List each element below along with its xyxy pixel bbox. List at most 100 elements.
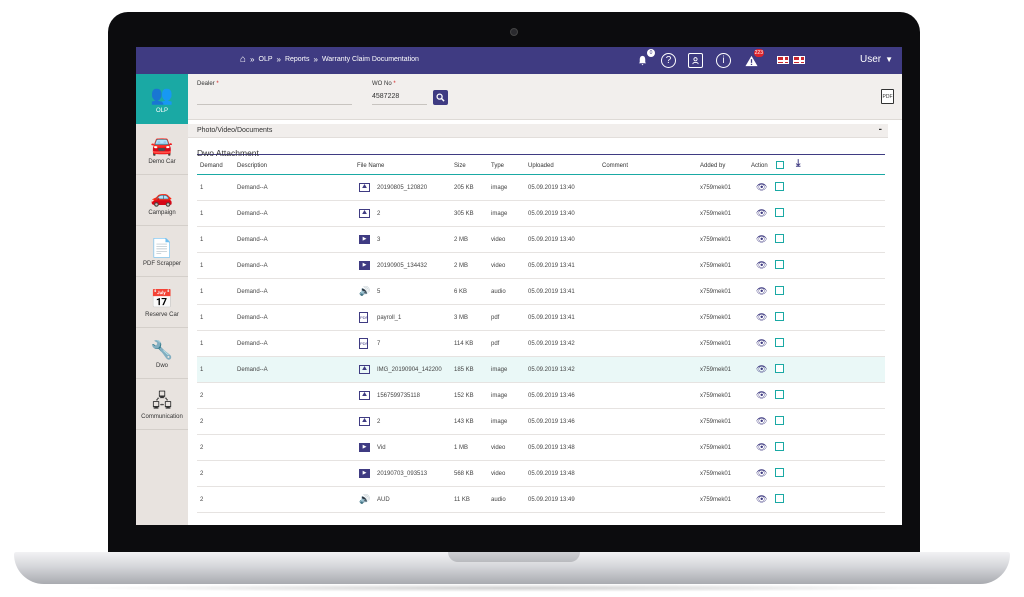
pdf-icon: 📄 [150, 237, 174, 258]
sidebar-item-demo-car[interactable]: 🚘 Demo Car [136, 125, 188, 175]
info-icon[interactable]: i [716, 53, 731, 68]
cell-file-name: 2 [377, 419, 381, 425]
cell-type: image [491, 185, 508, 191]
col-comment[interactable]: Comment [602, 163, 629, 169]
col-description[interactable]: Description [237, 163, 268, 169]
col-uploaded[interactable]: Uploaded [528, 163, 554, 169]
view-eye-icon[interactable]: 👁 [756, 416, 768, 426]
view-eye-icon[interactable]: 👁 [756, 338, 768, 348]
view-eye-icon[interactable]: 👁 [756, 364, 768, 374]
help-icon[interactable]: ? [661, 53, 676, 68]
download-icon[interactable]: ⤓ [796, 158, 801, 169]
view-eye-icon[interactable]: 👁 [756, 234, 768, 244]
table-row[interactable]: 2 AUD 11 KB audio 05.09.2019 13:49 x759mek01 🔊… [197, 487, 885, 513]
cell-description: Demand--A [237, 263, 268, 269]
table-row[interactable]: 2 1567599735118 152 KB image 05.09.2019 13:4… [197, 383, 885, 409]
sidebar-item-dwo[interactable]: 🔧 Dwo [136, 329, 188, 379]
collapse-icon[interactable]: - [878, 124, 882, 135]
cell-description: Demand--A [237, 289, 268, 295]
view-eye-icon[interactable]: 👁 [756, 468, 768, 478]
cell-uploaded: 05.09.2019 13:42 [528, 341, 575, 347]
cell-file-name: AUD [377, 497, 390, 503]
sidebar-item-pdf-scrapper[interactable]: 📄 PDF Scrapper [136, 227, 188, 277]
sidebar-item-olp[interactable]: 👥 OLP [136, 74, 188, 124]
row-checkbox[interactable] [775, 234, 784, 243]
photo-video-documents-section[interactable]: Photo/Video/Documents - [188, 124, 888, 138]
cell-size: 11 KB [454, 497, 470, 503]
breadcrumb-separator: » [313, 55, 318, 64]
laptop-shadow [60, 584, 964, 592]
sidebar-item-label: Demo Car [148, 158, 176, 165]
contact-card-icon[interactable] [688, 53, 703, 68]
cell-uploaded: 05.09.2019 13:41 [528, 315, 575, 321]
row-checkbox[interactable] [775, 442, 784, 451]
table-row[interactable]: 2 2 143 KB image 05.09.2019 13:46 x759mek01 ⛰ 👁 [197, 409, 885, 435]
cell-size: 2 MB [454, 263, 469, 269]
table-row[interactable]: 2 Vid 1 MB video 05.09.2019 13:48 x759mek01 ▶ 👁 [197, 435, 885, 461]
cell-size: 205 KB [454, 185, 474, 191]
select-all-checkbox[interactable] [776, 161, 784, 169]
breadcrumb-item-olp[interactable]: OLP [258, 56, 273, 63]
chevron-down-icon: ▼ [885, 55, 894, 64]
row-checkbox[interactable] [775, 416, 784, 425]
row-checkbox[interactable] [775, 312, 784, 321]
cell-demand: 2 [200, 419, 204, 425]
breadcrumb-item-reports[interactable]: Reports [284, 56, 310, 63]
table-row[interactable]: 1 Demand--A 2 305 KB image 05.09.2019 13:40 x7… [197, 201, 885, 227]
sidebar-item-communication[interactable]: 🖧 Communication [136, 380, 188, 430]
sidebar-item-reserve-car[interactable]: 📅 Reserve Car [136, 278, 188, 328]
notification-bell-icon[interactable]: 0 [635, 49, 655, 68]
view-eye-icon[interactable]: 👁 [756, 182, 768, 192]
view-eye-icon[interactable]: 👁 [756, 442, 768, 452]
table-row[interactable]: 1 Demand--A 5 6 KB audio 05.09.2019 13:41 x759… [197, 279, 885, 305]
section-title: Photo/Video/Documents [197, 127, 273, 134]
row-checkbox[interactable] [775, 260, 784, 269]
col-type[interactable]: Type [491, 163, 505, 169]
cell-file-name: IMG_20190904_142200 [377, 367, 442, 373]
row-checkbox[interactable] [775, 364, 784, 373]
view-eye-icon[interactable]: 👁 [756, 260, 768, 270]
dealer-field[interactable] [197, 91, 352, 105]
cell-demand: 2 [200, 471, 204, 477]
cell-added-by: x759mek01 [700, 289, 732, 295]
language-flag-icon[interactable] [777, 56, 789, 64]
language-flag-icon-secondary[interactable] [793, 56, 805, 64]
view-eye-icon[interactable]: 👁 [756, 208, 768, 218]
view-eye-icon[interactable]: 👁 [756, 390, 768, 400]
view-eye-icon[interactable]: 👁 [756, 494, 768, 504]
user-menu[interactable]: User ▼ [860, 54, 893, 65]
table-row[interactable]: 1 Demand--A IMG_20190904_142200 185 KB image… [197, 357, 885, 383]
col-size[interactable]: Size [454, 163, 466, 169]
row-checkbox[interactable] [775, 494, 784, 503]
wo-number-label: WO No * [372, 81, 396, 87]
cell-demand: 1 [200, 185, 204, 191]
cell-demand: 1 [200, 315, 204, 321]
table-row[interactable]: 1 Demand--A 3 2 MB video 05.09.2019 13:40 x759… [197, 227, 885, 253]
home-icon[interactable]: ⌂ [240, 53, 247, 65]
table-row[interactable]: 1 Demand--A 7 114 KB pdf 05.09.2019 13:42 x759… [197, 331, 885, 357]
col-added-by[interactable]: Added by [700, 163, 726, 169]
table-row[interactable]: 1 Demand--A payroll_1 3 MB pdf 05.09.2019 13:… [197, 305, 885, 331]
table-row[interactable]: 2 20190703_093513 568 KB video 05.09.2019 13… [197, 461, 885, 487]
cell-size: 185 KB [454, 367, 474, 373]
table-row[interactable]: 1 Demand--A 20190805_120820 205 KB image 05.0… [197, 175, 885, 201]
pdf-export-icon[interactable]: PDF [881, 89, 894, 104]
table-row[interactable]: 1 Demand--A 20190905_134432 2 MB video 05.09.… [197, 253, 885, 279]
cell-uploaded: 05.09.2019 13:48 [528, 471, 575, 477]
view-eye-icon[interactable]: 👁 [756, 286, 768, 296]
view-eye-icon[interactable]: 👁 [756, 312, 768, 322]
image-file-icon: ⛰ [359, 209, 370, 218]
row-checkbox[interactable] [775, 390, 784, 399]
row-checkbox[interactable] [775, 338, 784, 347]
sidebar-item-campaign[interactable]: 🚗 Campaign [136, 176, 188, 226]
col-demand[interactable]: Demand [200, 163, 223, 169]
video-file-icon: ▶ [359, 443, 370, 452]
row-checkbox[interactable] [775, 182, 784, 191]
search-button[interactable] [433, 90, 448, 105]
row-checkbox[interactable] [775, 468, 784, 477]
col-file-name[interactable]: File Name [357, 163, 385, 169]
row-checkbox[interactable] [775, 208, 784, 217]
alert-warning-icon[interactable]: 223 [744, 49, 764, 68]
row-checkbox[interactable] [775, 286, 784, 295]
wo-number-field[interactable]: 4587228 [372, 91, 427, 105]
